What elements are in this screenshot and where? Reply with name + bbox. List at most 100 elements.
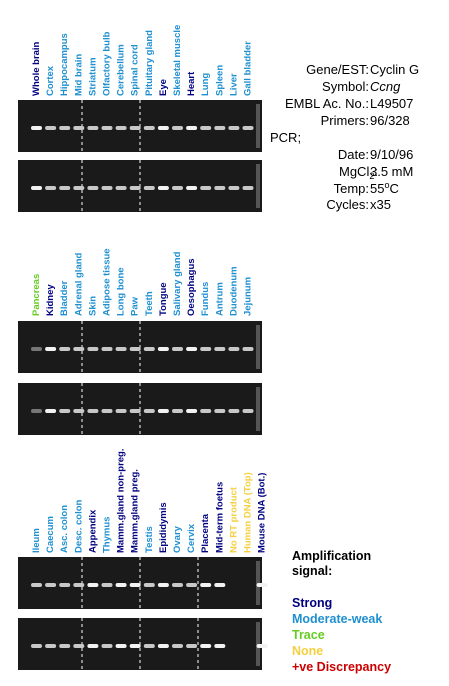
gel-band: [31, 409, 42, 413]
legend-item: None: [292, 644, 323, 658]
info-value: Ccng: [370, 79, 401, 94]
gel-band: [87, 347, 99, 351]
gel-band: [228, 347, 240, 351]
lane-label: Cerebellum: [116, 44, 127, 96]
gel-band: [101, 644, 113, 648]
gel-band: [73, 347, 85, 351]
gel-band: [143, 409, 155, 413]
gel-ladder: [256, 325, 260, 369]
lane-label: Ileum: [31, 528, 42, 553]
lane-label: Olfactory bulb: [102, 31, 113, 96]
lane-label: Skeletal muscle: [172, 25, 183, 96]
info-key: MgCl: [339, 164, 369, 179]
gel-band: [31, 186, 42, 190]
gel-band: [31, 347, 42, 351]
info-value: 96/328: [370, 113, 410, 128]
gel-band: [200, 409, 212, 413]
gel-band: [214, 409, 226, 413]
gel-band: [45, 186, 57, 190]
panel: Whole brain Cortex Hippocampus Mid brain Str…: [18, 25, 262, 212]
gel-band: [228, 186, 240, 190]
gel-band: [115, 644, 127, 648]
gel-band: [186, 186, 198, 190]
lane-label: Whole brain: [31, 41, 42, 96]
legend: Amplification signal: Strong Moderate-wea…: [292, 549, 391, 674]
info-value: 9/10/96: [370, 147, 413, 162]
legend-title: Amplification: [292, 549, 371, 563]
gel-band: [143, 583, 155, 587]
gel-band: [172, 126, 183, 130]
gel-band: [101, 126, 113, 130]
gel-band: [129, 644, 141, 648]
info-value: 55oC: [370, 180, 399, 196]
info-key: PCR;: [270, 130, 301, 145]
gel-band: [214, 347, 226, 351]
gel-band: [200, 347, 212, 351]
lane-label: Skin: [87, 296, 98, 316]
info-key: Symbol:: [322, 79, 369, 94]
gel-band: [242, 347, 254, 351]
info-sub: 2: [369, 171, 374, 181]
lane-label: Appendix: [87, 509, 98, 553]
gel-band: [186, 644, 198, 648]
lane-label: Epididymis: [158, 502, 169, 553]
gel-ladder: [256, 561, 260, 605]
gel-band: [59, 644, 71, 648]
gel-band: [200, 186, 212, 190]
gel-band: [143, 347, 155, 351]
lane-label: Adipose tissue: [102, 248, 113, 316]
legend-item: Moderate-weak: [292, 612, 382, 626]
lane-label: Antrum: [214, 282, 225, 316]
gel-band: [186, 126, 198, 130]
legend-item: Trace: [292, 628, 325, 642]
lane-label: Mid-term foetus: [214, 482, 225, 553]
gel-band: [45, 126, 57, 130]
gel-band: [157, 583, 169, 587]
gel-band: [242, 186, 254, 190]
lane-label: Spinal cord: [130, 44, 141, 96]
lane-label: Asc. colon: [59, 505, 70, 553]
gel-band: [157, 644, 169, 648]
lane-label: Liver: [228, 73, 239, 96]
lane-label: Adrenal gland: [73, 252, 84, 316]
gel-band: [73, 186, 85, 190]
gel-ladder: [256, 104, 260, 148]
info-key: MgCl2:: [339, 164, 378, 181]
gel-band: [256, 583, 268, 587]
gel-band: [73, 409, 85, 413]
lane-label: No RT product: [228, 486, 239, 553]
gene-info: Gene/EST: Cyclin G Symbol: Ccng EMBL Ac.…: [270, 62, 419, 212]
gel-band: [59, 186, 71, 190]
info-key: Date:: [338, 147, 369, 162]
gel-band: [115, 409, 127, 413]
gel-band: [143, 126, 155, 130]
gel-band: [31, 126, 42, 130]
lane-label: Cervix: [186, 523, 197, 553]
gel-band: [214, 583, 226, 587]
gel-band: [157, 409, 169, 413]
lane-label: Mouse DNA (Bot.): [257, 473, 268, 553]
gel-band: [172, 409, 183, 413]
legend-item: +ve Discrepancy: [292, 660, 391, 674]
lane-label: Desc. colon: [73, 499, 84, 553]
legend-item: Strong: [292, 596, 332, 610]
lane-label: Lung: [200, 73, 211, 96]
gel-band: [115, 583, 127, 587]
info-key: Gene/EST:: [306, 62, 369, 77]
gel-band: [157, 186, 169, 190]
panel: Pancreas Kidney Bladder Adrenal gland Skin Ad…: [18, 248, 262, 435]
gel-band: [172, 347, 183, 351]
info-key: EMBL Ac. No.:: [285, 96, 369, 111]
gel-band: [143, 186, 155, 190]
gel-band: [200, 583, 212, 587]
gel-band: [214, 186, 226, 190]
info-value: Cyclin G: [370, 62, 419, 77]
gel-band: [186, 409, 198, 413]
lane-label: Oesophagus: [186, 258, 197, 316]
lane-label: Caecum: [45, 516, 56, 553]
gel-band: [172, 644, 183, 648]
lane-label: Fundus: [200, 282, 211, 316]
gel-band: [101, 583, 113, 587]
lane-label: Bladder: [59, 280, 70, 316]
gel-band: [228, 126, 240, 130]
